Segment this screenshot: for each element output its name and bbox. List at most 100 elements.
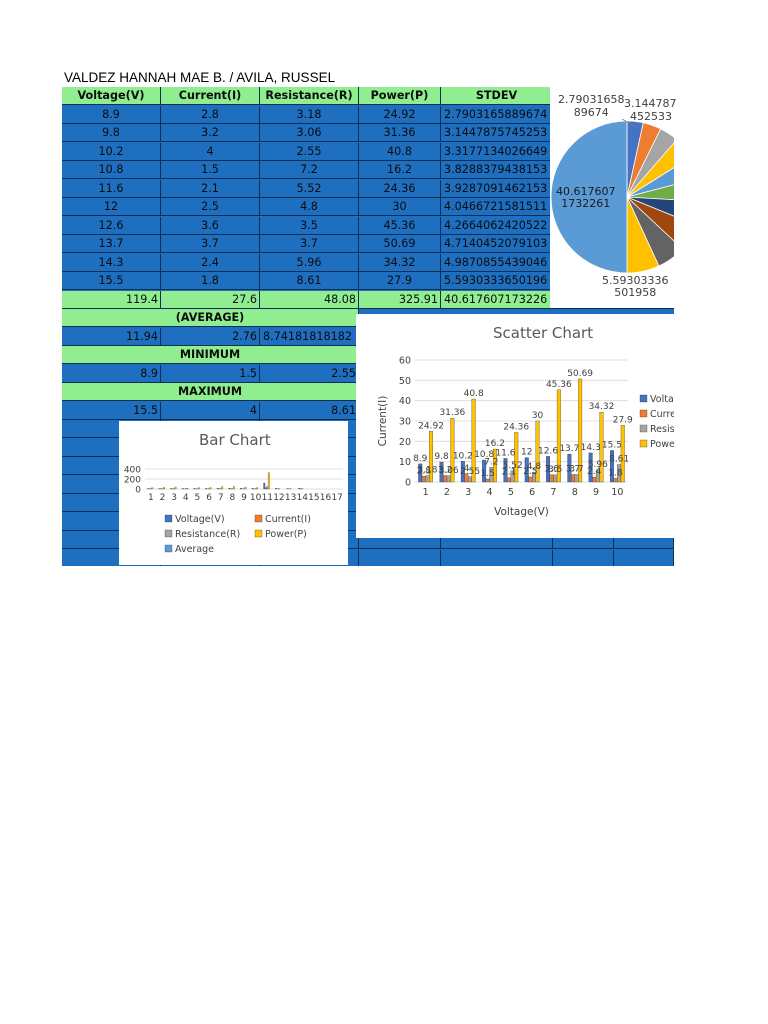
table-cell[interactable]: 3.7 (260, 235, 359, 253)
table-cell[interactable]: 2.55 (260, 142, 359, 160)
pie-label-text: 40.617607 (556, 185, 616, 198)
table-cell[interactable]: 2.7903165889674 (441, 105, 553, 123)
scatter-chart[interactable]: Scatter Chart 0 10 20 30 40 50 60 1 2 3 4 5 6 7 8 9 10 8.… (356, 314, 676, 538)
x-tick-label: 8 (572, 487, 578, 498)
y-tick-label: 10 (399, 457, 411, 468)
table-cell[interactable]: 3.5 (260, 216, 359, 234)
average-label[interactable]: (AVERAGE) (62, 309, 359, 327)
table-cell[interactable]: 4.8 (260, 198, 359, 216)
table-cell[interactable]: 9.8 (62, 124, 161, 142)
table-cell[interactable]: 11.6 (62, 179, 161, 197)
total-power[interactable]: 325.91 (359, 290, 441, 308)
header-resistance[interactable]: Resistance(R) (260, 87, 359, 105)
pie-chart[interactable]: 2.79031658 89674 3.144787 452533 40.6176… (550, 87, 704, 308)
table-cell[interactable]: 4.2664062420522 (441, 216, 553, 234)
table-cell[interactable]: 5.96 (260, 253, 359, 271)
table-cell[interactable]: 50.69 (359, 235, 441, 253)
table-cell[interactable]: 15.5 (62, 272, 161, 290)
legend-swatch (164, 514, 173, 523)
header-current[interactable]: Current(I) (161, 87, 260, 105)
table-cell[interactable]: 14.3 (62, 253, 161, 271)
table-cell[interactable]: 12 (62, 198, 161, 216)
x-tick-label: 2 (444, 487, 450, 498)
bar (613, 478, 618, 483)
table-cell[interactable]: 3.9287091462153 (441, 179, 553, 197)
table-cell[interactable]: 3.2 (161, 124, 260, 142)
pie-label-text: 89674 (573, 106, 609, 119)
minimum-current[interactable]: 1.5 (161, 364, 260, 382)
minimum-label[interactable]: MINIMUM (62, 346, 359, 364)
table-cell[interactable]: 12.6 (62, 216, 161, 234)
table-cell[interactable]: 3.06 (260, 124, 359, 142)
table-cell[interactable]: 30 (359, 198, 441, 216)
bar (503, 458, 508, 483)
table-cell[interactable]: 3.6 (161, 216, 260, 234)
minimum-resistance[interactable]: 2.55 (260, 364, 359, 382)
table-cell[interactable]: 3.3177134026649 (441, 142, 553, 160)
header-power[interactable]: Power(P) (359, 87, 441, 105)
maximum-label[interactable]: MAXIMUM (62, 383, 359, 401)
total-stdev[interactable]: 40.617607173226 (441, 290, 553, 308)
empty-cell[interactable] (614, 549, 674, 566)
table-cell[interactable]: 8.61 (260, 272, 359, 290)
table-cell[interactable]: 7.2 (260, 161, 359, 179)
bar (443, 475, 448, 483)
table-cell[interactable]: 4.7140452079103 (441, 235, 553, 253)
table-cell[interactable]: 1.5 (161, 161, 260, 179)
table-cell[interactable]: 27.9 (359, 272, 441, 290)
average-resistance[interactable]: 8.74181818182 (260, 327, 359, 345)
minimum-voltage[interactable]: 8.9 (62, 364, 161, 382)
table-cell[interactable]: 2.5 (161, 198, 260, 216)
table-cell[interactable]: 1.8 (161, 272, 260, 290)
header-voltage[interactable]: Voltage(V) (62, 87, 161, 105)
header-stdev[interactable]: STDEV (441, 87, 553, 105)
table-cell[interactable]: 3.7 (161, 235, 260, 253)
bar-chart[interactable]: Bar Chart 0 200 400 1 2 3 4 5 6 7 8 9 10 11 12 13 14 15 16… (119, 421, 348, 565)
empty-cell[interactable] (553, 549, 614, 566)
table-cell[interactable]: 34.32 (359, 253, 441, 271)
total-resistance[interactable]: 48.08 (260, 290, 359, 308)
table-cell[interactable]: 16.2 (359, 161, 441, 179)
y-tick-label: 200 (124, 476, 141, 486)
maximum-voltage[interactable]: 15.5 (62, 401, 161, 419)
data-label: 50.69 (567, 369, 593, 379)
table-cell[interactable]: 4 (161, 142, 260, 160)
table-cell[interactable]: 5.52 (260, 179, 359, 197)
maximum-current[interactable]: 4 (161, 401, 260, 419)
table-cell[interactable]: 4.9870855439046 (441, 253, 553, 271)
table-cell[interactable]: 3.8288379438153 (441, 161, 553, 179)
table-cell[interactable]: 45.36 (359, 216, 441, 234)
total-voltage[interactable]: 119.4 (62, 290, 161, 308)
table-cell[interactable]: 31.36 (359, 124, 441, 142)
table-cell[interactable]: 40.8 (359, 142, 441, 160)
empty-cell[interactable] (441, 549, 553, 566)
average-voltage[interactable]: 11.94 (62, 327, 161, 345)
legend-label: Resistance(R) (175, 529, 240, 540)
empty-cell[interactable] (359, 549, 441, 566)
table-cell[interactable]: 2.8 (161, 105, 260, 123)
x-tick-label: 11 (262, 493, 273, 503)
bar (556, 389, 561, 483)
table-cell[interactable]: 5.5930333650196 (441, 272, 553, 290)
table-cell[interactable]: 24.92 (359, 105, 441, 123)
table-cell[interactable]: 8.9 (62, 105, 161, 123)
table-cell[interactable]: 4.0466721581511 (441, 198, 553, 216)
maximum-resistance[interactable]: 8.61 (260, 401, 359, 419)
y-tick-label: 20 (399, 437, 411, 448)
table-cell[interactable]: 10.2 (62, 142, 161, 160)
table-cell[interactable]: 13.7 (62, 235, 161, 253)
bar (256, 487, 259, 490)
table-cell[interactable]: 10.8 (62, 161, 161, 179)
x-tick-label: 16 (320, 493, 332, 503)
data-label: 4.8 (527, 462, 542, 472)
table-cell[interactable]: 2.4 (161, 253, 260, 271)
data-label: 3.18 (417, 466, 437, 476)
table-cell[interactable]: 3.18 (260, 105, 359, 123)
table-cell[interactable]: 3.1447875745253 (441, 124, 553, 142)
table-cell[interactable]: 24.36 (359, 179, 441, 197)
table-cell[interactable]: 2.1 (161, 179, 260, 197)
bar (450, 418, 455, 483)
total-current[interactable]: 27.6 (161, 290, 260, 308)
data-label: 3.2 (438, 465, 452, 475)
average-current[interactable]: 2.76 (161, 327, 260, 345)
